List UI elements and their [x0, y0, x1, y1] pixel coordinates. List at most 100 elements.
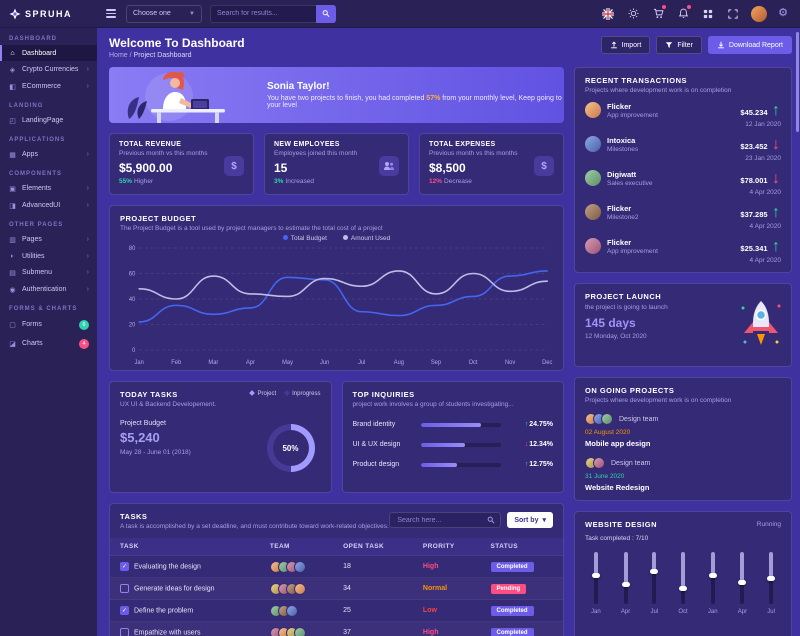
slider-month-label: Jul	[650, 609, 659, 615]
ecommerce-icon: ◧	[9, 83, 16, 91]
svg-text:Jul: Jul	[358, 360, 365, 366]
flag-icon[interactable]	[601, 7, 615, 21]
stat-delta: 55% Higher	[119, 178, 244, 185]
sidebar-item-crypto-currencies[interactable]: ◈ Crypto Currencies ›	[0, 61, 97, 78]
forms-count-badge: 6	[79, 319, 89, 330]
task-checkbox[interactable]: ✓	[120, 628, 129, 636]
sidebar-item-authentication[interactable]: ◉ Authentication ›	[0, 281, 97, 298]
svg-text:May: May	[282, 360, 293, 366]
sidebar-item-label: Charts	[22, 340, 43, 347]
avatar	[593, 457, 605, 469]
today-tasks-budget-label: Project Budget	[120, 420, 166, 427]
svg-text:60: 60	[129, 271, 136, 277]
sidebar-item-landingpage[interactable]: ◰ LandingPage	[0, 112, 97, 129]
search-button[interactable]	[316, 4, 336, 23]
top-inquiries-desc: project work involves a group of student…	[352, 401, 514, 408]
chevron-down-icon: ▾	[542, 517, 546, 524]
inquiry-progress-fill	[420, 462, 457, 467]
slider-month-label: Apr	[620, 609, 631, 615]
center-column: Sonia Taylor! You have two projects to f…	[109, 67, 564, 636]
banner-message-after: from your monthly level, Keep going to y…	[267, 95, 562, 109]
search-input[interactable]	[210, 4, 316, 23]
category-select-value: Choose one	[133, 10, 171, 17]
task-name: Evaluating the design	[134, 563, 201, 571]
design-slider[interactable]: Jul	[767, 552, 776, 615]
budget-line-chart: 0 20 40 60 80 Jan Feb Mar Apr May Jun Jul Aug Sep Oct N…	[129, 246, 552, 366]
col-priority: PRORITY	[422, 543, 455, 550]
design-slider[interactable]: Jan	[591, 552, 601, 615]
stat-label: TOTAL EXPENSES	[429, 141, 496, 148]
tasks-search-input[interactable]	[395, 515, 486, 525]
category-select[interactable]: Choose one ▼	[126, 4, 202, 23]
sort-by-button[interactable]: Sort by ▾	[507, 512, 553, 528]
transaction-name: Digiwatt	[607, 170, 637, 179]
col-task: TASK	[120, 543, 139, 550]
apps-grid-icon[interactable]	[701, 7, 715, 21]
sidebar-item-ecommerce[interactable]: ◧ ECommerce ›	[0, 78, 97, 95]
avatar	[585, 238, 601, 254]
apps-icon: ▦	[9, 151, 16, 159]
stat-label: NEW EMPLOYEES	[274, 141, 340, 148]
sidebar-item-utilities[interactable]: ◐ Utilities ›	[0, 248, 97, 264]
trend-arrow-icon: ↓	[772, 136, 780, 153]
sidebar-item-charts[interactable]: ◪ Charts 4	[0, 334, 97, 353]
expenses-dollar-icon: $	[534, 156, 554, 176]
task-checkbox[interactable]: ✓	[120, 584, 129, 593]
stat-value: 15	[274, 161, 288, 175]
task-checkbox[interactable]: ✓	[120, 562, 129, 571]
svg-text:Dec: Dec	[542, 360, 552, 366]
sidebar-item-apps[interactable]: ▦ Apps ›	[0, 146, 97, 163]
avatar	[293, 626, 306, 636]
tasks-card: TASKS A task is accomplished by a set de…	[109, 503, 564, 636]
brand-logo[interactable]: SPRUHA	[0, 8, 97, 20]
filter-button[interactable]: Filter	[656, 36, 702, 54]
transaction-sub: App improvement	[607, 112, 658, 119]
cart-icon[interactable]	[651, 4, 667, 21]
settings-gear-icon[interactable]: ⚙	[778, 7, 788, 19]
user-avatar[interactable]	[751, 5, 768, 22]
breadcrumb-home-link[interactable]: Home	[109, 52, 128, 59]
submenu-icon: ▤	[9, 269, 16, 277]
website-design-card: WEBSITE DESIGN Running Task completed : …	[574, 511, 792, 636]
chevron-right-icon: ›	[86, 66, 89, 73]
chevron-down-icon: ▼	[189, 10, 195, 17]
fullscreen-icon[interactable]	[726, 7, 740, 21]
project-launch-sub: the project is going to launch	[585, 304, 668, 311]
page-scrollbar[interactable]	[796, 32, 799, 132]
slider-thumb[interactable]	[621, 581, 630, 587]
import-button[interactable]: Import	[600, 36, 651, 54]
sidebar-item-forms[interactable]: ▢ Forms 6	[0, 315, 97, 334]
sidebar-item-label: Dashboard	[22, 49, 57, 57]
team-avatars	[269, 626, 323, 636]
sidebar-item-advancedui[interactable]: ◨ AdvancedUI ›	[0, 197, 97, 214]
sidebar-item-dashboard[interactable]: ⌂ Dashboard	[0, 45, 97, 61]
design-slider[interactable]: Jul	[650, 552, 659, 615]
sidebar-item-submenu[interactable]: ▤ Submenu ›	[0, 264, 97, 281]
design-slider[interactable]: Jan	[708, 552, 718, 615]
slider-thumb[interactable]	[708, 572, 717, 578]
transaction-row: Flicker Milestone2 $37.285 ↑ 4 Apr 2020	[585, 204, 781, 230]
download-report-button[interactable]: Download Report	[707, 36, 792, 54]
notifications-bell-icon[interactable]	[676, 4, 692, 21]
inquiry-label: Brand identity	[352, 421, 396, 428]
inquiry-progress-track	[420, 462, 501, 467]
design-slider[interactable]: Oct	[678, 552, 688, 615]
design-slider[interactable]: Apr	[738, 552, 747, 615]
slider-thumb[interactable]	[678, 585, 687, 591]
menu-toggle-icon[interactable]	[106, 7, 116, 20]
sidebar-item-label: Submenu	[22, 269, 52, 276]
slider-thumb[interactable]	[738, 579, 747, 585]
slider-thumb[interactable]	[650, 569, 659, 575]
task-name: Define the problem	[134, 607, 194, 615]
sidebar-item-pages[interactable]: ▥ Pages ›	[0, 231, 97, 248]
project-team-label: Design team	[619, 415, 659, 423]
page-title: Welcome To Dashboard	[109, 36, 245, 50]
inquiry-change: ↓12.34%	[524, 441, 553, 448]
slider-thumb[interactable]	[591, 572, 600, 578]
tasks-search	[389, 512, 502, 528]
sidebar-item-elements[interactable]: ▣ Elements ›	[0, 180, 97, 197]
task-checkbox[interactable]: ✓	[120, 606, 129, 615]
design-slider[interactable]: Apr	[621, 552, 630, 615]
theme-sun-icon[interactable]	[626, 7, 640, 21]
slider-thumb[interactable]	[767, 575, 776, 581]
